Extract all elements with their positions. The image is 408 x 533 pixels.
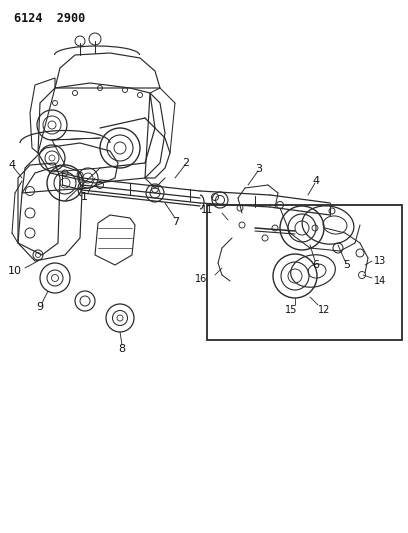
Text: 12: 12 [318,305,330,315]
Text: 16: 16 [195,274,207,284]
Text: 9: 9 [36,302,44,312]
Text: 6124  2900: 6124 2900 [14,12,85,25]
Bar [207,205,402,340]
Text: 14: 14 [374,276,386,286]
Text: 4: 4 [9,160,16,170]
Text: 1: 1 [80,192,87,202]
Text: 15: 15 [285,305,297,315]
Text: 7: 7 [173,217,180,227]
Text: 10: 10 [8,266,22,276]
Text: 5: 5 [344,260,350,270]
Text: 2: 2 [182,158,190,168]
Text: 3: 3 [255,164,262,174]
Text: 13: 13 [374,256,386,266]
Text: 11: 11 [201,205,213,215]
Text: 4: 4 [313,176,319,186]
Text: 6: 6 [313,260,319,270]
Text: 8: 8 [118,344,126,354]
